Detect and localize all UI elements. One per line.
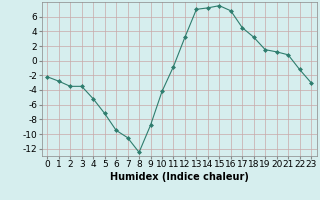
X-axis label: Humidex (Indice chaleur): Humidex (Indice chaleur) <box>110 172 249 182</box>
